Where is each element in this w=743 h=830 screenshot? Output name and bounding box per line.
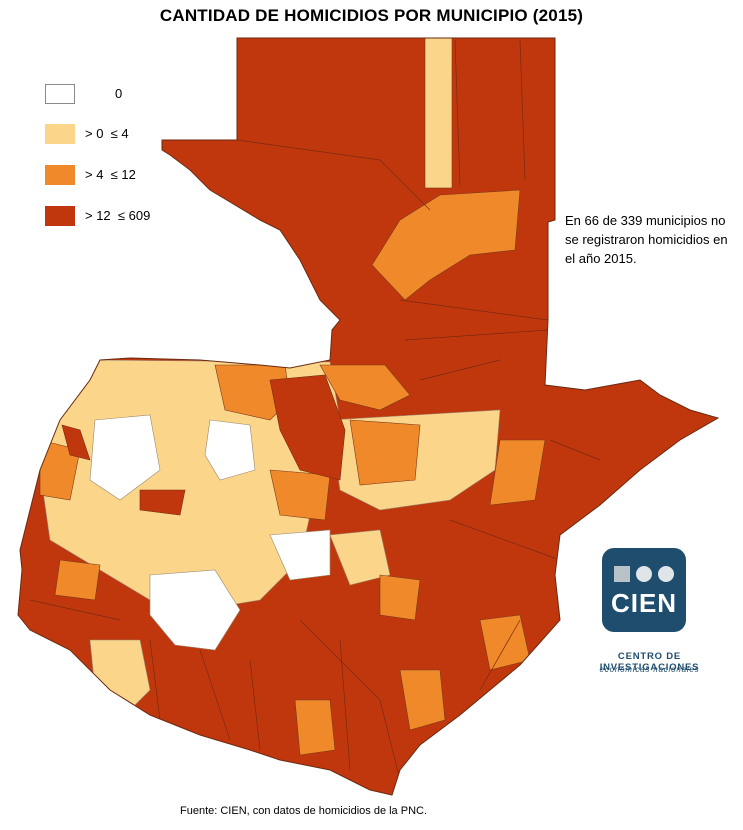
legend-label-mid: > 4 ≤ 12 <box>85 167 136 182</box>
annotation-note: En 66 de 339 municipios no se registraro… <box>565 213 728 266</box>
org-name-line2: económicas nacionales <box>599 665 700 674</box>
legend-label-high: > 12 ≤ 609 <box>85 208 151 223</box>
legend-swatch-zero <box>45 84 75 104</box>
legend-swatch-high <box>45 206 75 226</box>
logo-text: CIEN <box>610 588 678 618</box>
source-note: Fuente: CIEN, con datos de homicidios de… <box>180 805 428 817</box>
cien-logo: CIEN <box>602 548 686 632</box>
legend-label-low: > 0 ≤ 4 <box>85 126 129 141</box>
legend-swatch-mid <box>45 165 75 185</box>
org-name-line1: CENTRO DE INVESTIGACIONES <box>599 651 700 673</box>
map-title: CANTIDAD DE HOMICIDIOS POR MUNICIPIO (20… <box>159 6 584 25</box>
legend-swatch-low <box>45 124 75 144</box>
legend-label-zero: 0 <box>115 86 123 101</box>
